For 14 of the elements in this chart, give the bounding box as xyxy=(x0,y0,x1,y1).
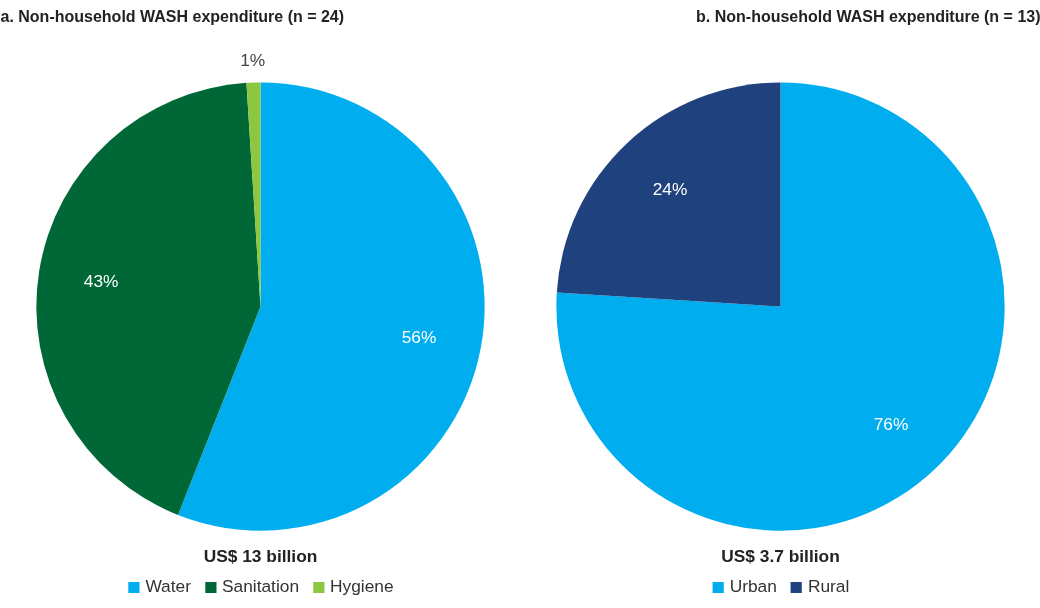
legend-label: Water xyxy=(145,576,191,597)
legend-label: Sanitation xyxy=(221,576,300,597)
chart-title: a. Non-household WASH expenditure (n = 24) xyxy=(0,7,345,25)
data-label: 56% xyxy=(401,326,437,347)
legend-label: Rural xyxy=(807,576,850,597)
legend-label: Hygiene xyxy=(330,576,394,597)
data-label: 24% xyxy=(652,179,688,199)
data-label: 1% xyxy=(240,50,266,71)
text: US$ 13 billion xyxy=(203,546,318,567)
chart-title: b. Non-household WASH expenditure (n = 13) xyxy=(696,7,1040,25)
data-label: 76% xyxy=(873,414,909,435)
data-label: 43% xyxy=(83,271,119,292)
legend-label: Urban xyxy=(729,576,777,597)
text: US$ 3.7 billion xyxy=(721,546,840,567)
